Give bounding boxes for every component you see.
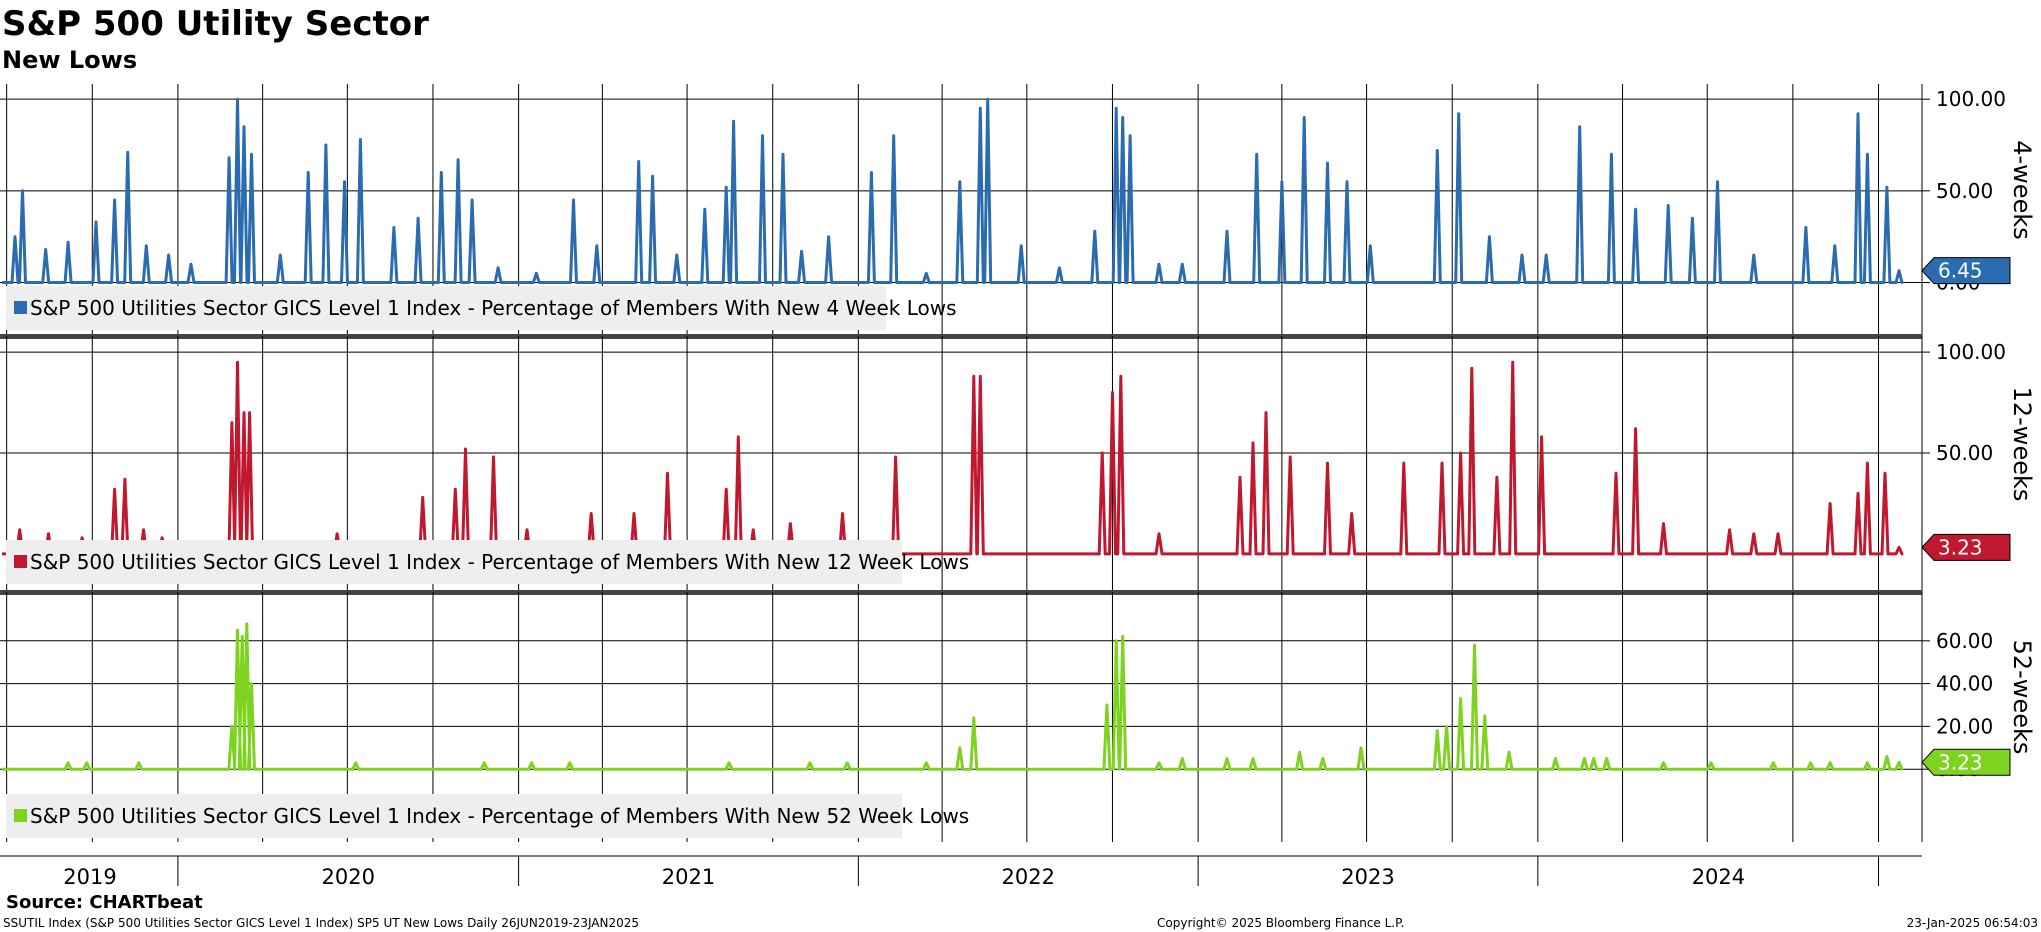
legend-label: S&P 500 Utilities Sector GICS Level 1 In… xyxy=(30,804,969,828)
legend-box xyxy=(6,540,902,584)
y-tick-label: 50.00 xyxy=(1936,441,1993,465)
x-axis: 2019 2020 2021 2022 2023 2024 xyxy=(0,855,1922,888)
footer-copyright: Copyright© 2025 Bloomberg Finance L.P. xyxy=(1157,916,1405,930)
x-tick-label: 2023 xyxy=(1341,865,1394,888)
panel-divider xyxy=(0,334,1922,339)
x-tick-label: 2024 xyxy=(1692,865,1745,888)
footer-timestamp: 23-Jan-2025 06:54:03 xyxy=(1906,916,2038,930)
y-tick-label: 50.00 xyxy=(1936,179,1993,203)
x-tick-label: 2020 xyxy=(322,865,375,888)
series-line-52-weeks xyxy=(2,622,1904,771)
last-value-tag xyxy=(1921,533,2011,561)
legend-swatch xyxy=(14,809,27,822)
y-tick-label: 100.00 xyxy=(1936,87,2006,111)
panel-side-label: 4-weeks xyxy=(2008,140,2036,240)
y-tick-label: 40.00 xyxy=(1936,672,1993,696)
y-tick-label: 100.00 xyxy=(1936,340,2006,364)
last-value-label: 6.45 xyxy=(1938,259,1983,283)
last-value-label: 3.23 xyxy=(1938,535,1983,559)
x-tick-label: 2019 xyxy=(63,865,116,888)
legend-label: S&P 500 Utilities Sector GICS Level 1 In… xyxy=(30,296,957,320)
y-tick-label: 20.00 xyxy=(1936,714,1993,738)
series-line-12-weeks xyxy=(2,360,1904,556)
panel-divider xyxy=(0,590,1922,595)
source-label: Source: CHARTbeat xyxy=(6,892,203,913)
x-tick-label: 2021 xyxy=(662,865,715,888)
page-subtitle: New Lows xyxy=(2,46,138,74)
x-tick-label: 2022 xyxy=(1001,865,1054,888)
legend-swatch xyxy=(14,301,27,314)
legend-label: S&P 500 Utilities Sector GICS Level 1 In… xyxy=(30,550,969,574)
legend-box xyxy=(6,286,886,330)
panel-side-label: 52-weeks xyxy=(2008,640,2036,755)
legend-swatch xyxy=(14,555,27,568)
panel-side-label: 12-weeks xyxy=(2008,387,2036,502)
panel-12-weeks: 100.00 50.00 3.23 12-weeks S&P 500 Utilities… xyxy=(0,336,2036,595)
last-value-tag xyxy=(1921,257,2011,285)
legend-box xyxy=(6,794,902,838)
y-tick-label: 60.00 xyxy=(1936,629,1993,653)
page-title: S&P 500 Utility Sector xyxy=(2,4,429,44)
last-value-label: 3.23 xyxy=(1938,750,1983,774)
last-value-tag xyxy=(1921,748,2011,776)
footer-description: SSUTIL Index (S&P 500 Utilities Sector G… xyxy=(3,916,640,930)
series-line-4-weeks xyxy=(2,97,1904,284)
